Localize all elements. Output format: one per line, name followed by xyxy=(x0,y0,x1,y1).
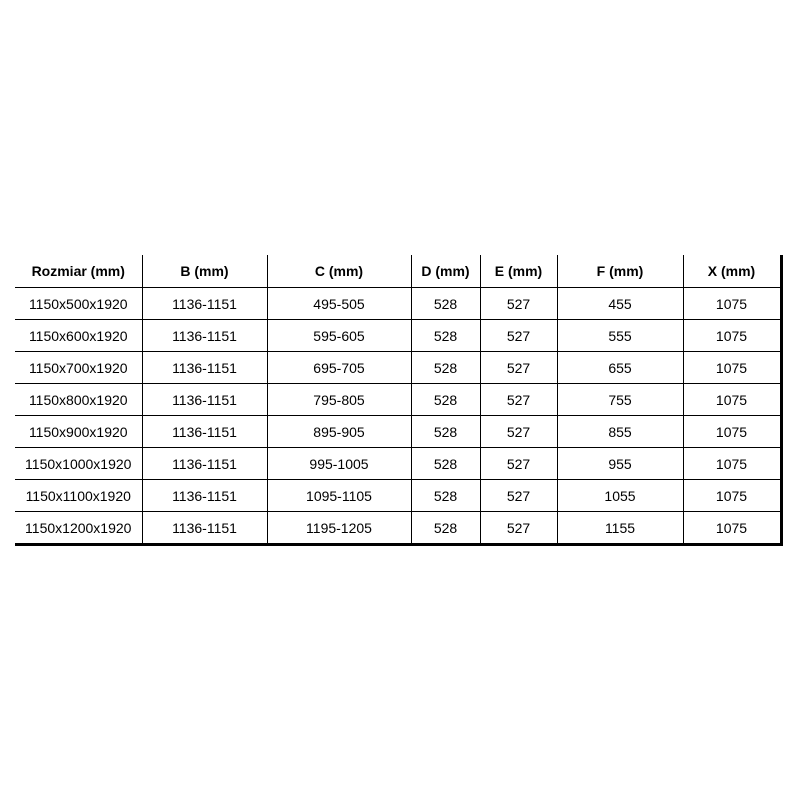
table-cell: 1136-1151 xyxy=(141,319,268,352)
table-body: 1150x500x1920 1136-1151 495-505 528 527 455 10… xyxy=(15,287,783,546)
header-row: Rozmiar (mm) B (mm) C (mm) D (mm) E (mm)… xyxy=(15,255,783,288)
table-cell: 1136-1151 xyxy=(141,287,268,320)
table-cell: 695-705 xyxy=(266,351,412,384)
table-cell: 1075 xyxy=(682,447,783,480)
table-cell: 795-805 xyxy=(266,383,412,416)
table-cell: 1150x1200x1920 xyxy=(15,511,143,546)
table-cell: 1075 xyxy=(682,351,783,384)
table-cell: 455 xyxy=(556,287,684,320)
column-header-b: B (mm) xyxy=(141,255,268,288)
table-row: 1150x1200x1920 1136-1151 1195-1205 528 527 11… xyxy=(15,511,783,546)
table-cell: 1136-1151 xyxy=(141,351,268,384)
table-cell: 1136-1151 xyxy=(141,479,268,512)
table-cell: 1075 xyxy=(682,319,783,352)
table-cell: 528 xyxy=(410,511,481,546)
table-cell: 1150x1000x1920 xyxy=(15,447,143,480)
table-cell: 1150x1100x1920 xyxy=(15,479,143,512)
table-cell: 528 xyxy=(410,415,481,448)
table-cell: 1075 xyxy=(682,383,783,416)
table-cell: 1150x900x1920 xyxy=(15,415,143,448)
table-row: 1150x1000x1920 1136-1151 995-1005 528 527 955… xyxy=(15,447,783,480)
table-cell: 1155 xyxy=(556,511,684,546)
table-cell: 528 xyxy=(410,447,481,480)
table-cell: 527 xyxy=(479,351,558,384)
table-cell: 595-605 xyxy=(266,319,412,352)
column-header-rozmiar: Rozmiar (mm) xyxy=(15,255,143,288)
table-row: 1150x700x1920 1136-1151 695-705 528 527 655 10… xyxy=(15,351,783,384)
table-cell: 1150x600x1920 xyxy=(15,319,143,352)
table-cell: 955 xyxy=(556,447,684,480)
table-cell: 528 xyxy=(410,383,481,416)
table-cell: 995-1005 xyxy=(266,447,412,480)
column-header-c: C (mm) xyxy=(266,255,412,288)
table-cell: 1136-1151 xyxy=(141,383,268,416)
table-cell: 527 xyxy=(479,511,558,546)
table-cell: 1136-1151 xyxy=(141,415,268,448)
column-header-f: F (mm) xyxy=(556,255,684,288)
dimensions-table-container: Rozmiar (mm) B (mm) C (mm) D (mm) E (mm)… xyxy=(15,255,783,546)
table-cell: 527 xyxy=(479,383,558,416)
table-cell: 528 xyxy=(410,479,481,512)
table-cell: 527 xyxy=(479,447,558,480)
table-row: 1150x600x1920 1136-1151 595-605 528 527 555 10… xyxy=(15,319,783,352)
dimensions-table: Rozmiar (mm) B (mm) C (mm) D (mm) E (mm)… xyxy=(15,255,783,546)
table-cell: 855 xyxy=(556,415,684,448)
table-cell: 1055 xyxy=(556,479,684,512)
table-row: 1150x500x1920 1136-1151 495-505 528 527 455 10… xyxy=(15,287,783,320)
table-cell: 1136-1151 xyxy=(141,511,268,546)
table-row: 1150x1100x1920 1136-1151 1095-1105 528 527 10… xyxy=(15,479,783,512)
column-header-d: D (mm) xyxy=(410,255,481,288)
table-cell: 495-505 xyxy=(266,287,412,320)
table-cell: 655 xyxy=(556,351,684,384)
table-cell: 555 xyxy=(556,319,684,352)
table-row: 1150x800x1920 1136-1151 795-805 528 527 755 10… xyxy=(15,383,783,416)
table-cell: 527 xyxy=(479,479,558,512)
table-cell: 528 xyxy=(410,351,481,384)
table-cell: 527 xyxy=(479,415,558,448)
table-cell: 528 xyxy=(410,319,481,352)
table-cell: 895-905 xyxy=(266,415,412,448)
table-cell: 1075 xyxy=(682,479,783,512)
column-header-e: E (mm) xyxy=(479,255,558,288)
table-row: 1150x900x1920 1136-1151 895-905 528 527 855 10… xyxy=(15,415,783,448)
table-cell: 1075 xyxy=(682,415,783,448)
table-cell: 1150x800x1920 xyxy=(15,383,143,416)
table-cell: 1150x700x1920 xyxy=(15,351,143,384)
column-header-x: X (mm) xyxy=(682,255,783,288)
table-cell: 1095-1105 xyxy=(266,479,412,512)
table-cell: 528 xyxy=(410,287,481,320)
table-cell: 1136-1151 xyxy=(141,447,268,480)
table-cell: 1075 xyxy=(682,511,783,546)
table-cell: 527 xyxy=(479,319,558,352)
table-cell: 527 xyxy=(479,287,558,320)
table-cell: 755 xyxy=(556,383,684,416)
table-cell: 1195-1205 xyxy=(266,511,412,546)
table-cell: 1150x500x1920 xyxy=(15,287,143,320)
table-cell: 1075 xyxy=(682,287,783,320)
